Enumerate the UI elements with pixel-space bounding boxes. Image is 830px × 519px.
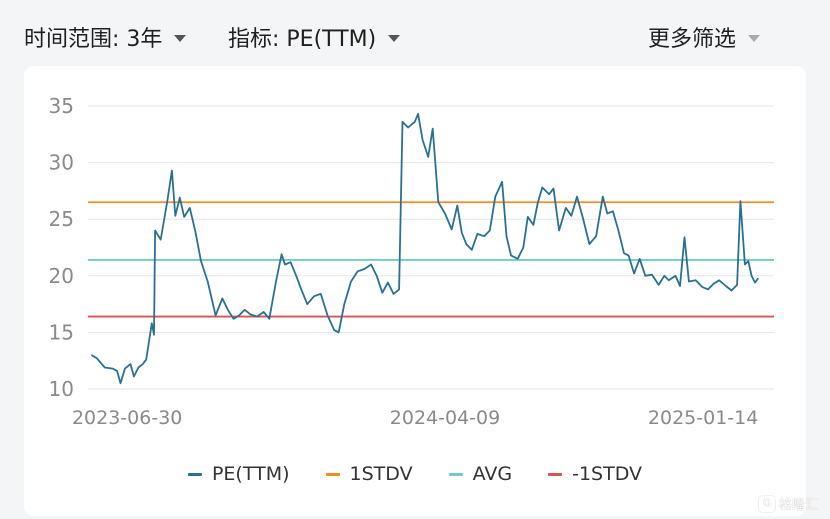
chevron-down-icon <box>748 34 761 42</box>
y-axis-ticks: 10 15 20 25 30 35 <box>49 94 74 401</box>
legend-item[interactable]: -1STDV <box>548 463 642 485</box>
logo-icon: G <box>758 495 775 512</box>
legend-swatch <box>325 472 340 476</box>
indicator-label: 指标: PE(TTM) <box>228 27 377 52</box>
filter-bar: 时间范围: 3年 指标: PE(TTM) 更多筛选 <box>0 0 830 66</box>
legend-item[interactable]: 1STDV <box>325 463 413 485</box>
watermark: G 格隆汇 <box>758 494 818 513</box>
legend-label: 1STDV <box>349 463 413 485</box>
grid-lines <box>88 105 774 390</box>
y-tick-label: 35 <box>49 94 74 118</box>
stdv-lines <box>88 201 774 318</box>
legend-item[interactable]: AVG <box>448 463 513 485</box>
time-range-dropdown[interactable]: 时间范围: 3年 <box>24 22 187 52</box>
legend-label: -1STDV <box>572 463 643 485</box>
time-range-label: 时间范围: 3年 <box>24 27 163 52</box>
x-axis-ticks: 2023-06-30 2024-04-09 2025-01-14 <box>72 407 758 429</box>
legend-item[interactable]: PE(TTM) <box>187 463 290 485</box>
x-tick-label: 2023-06-30 <box>72 407 182 429</box>
legend-label: AVG <box>472 463 513 485</box>
y-tick-label: 25 <box>49 207 74 231</box>
y-tick-label: 30 <box>49 151 74 175</box>
y-tick-label: 10 <box>49 377 74 401</box>
indicator-dropdown[interactable]: 指标: PE(TTM) <box>228 22 401 52</box>
y-tick-label: 15 <box>49 320 74 344</box>
y-tick-label: 20 <box>49 264 74 288</box>
legend-swatch <box>187 472 202 476</box>
more-filters-label: 更多筛选 <box>648 27 737 52</box>
chevron-down-icon <box>174 34 187 42</box>
chart-legend: PE(TTM) 1STDV AVG -1STDV <box>0 459 830 489</box>
legend-label: PE(TTM) <box>211 463 290 485</box>
legend-swatch <box>448 472 463 476</box>
x-tick-label: 2025-01-14 <box>648 407 758 429</box>
series-lines <box>90 113 760 385</box>
watermark-text: 格隆汇 <box>778 498 818 513</box>
x-tick-label: 2024-04-09 <box>390 407 500 429</box>
pe-ttm-line <box>90 113 760 385</box>
more-filters-dropdown[interactable]: 更多筛选 <box>648 22 761 52</box>
chevron-down-icon <box>388 34 401 42</box>
legend-swatch <box>548 472 563 476</box>
